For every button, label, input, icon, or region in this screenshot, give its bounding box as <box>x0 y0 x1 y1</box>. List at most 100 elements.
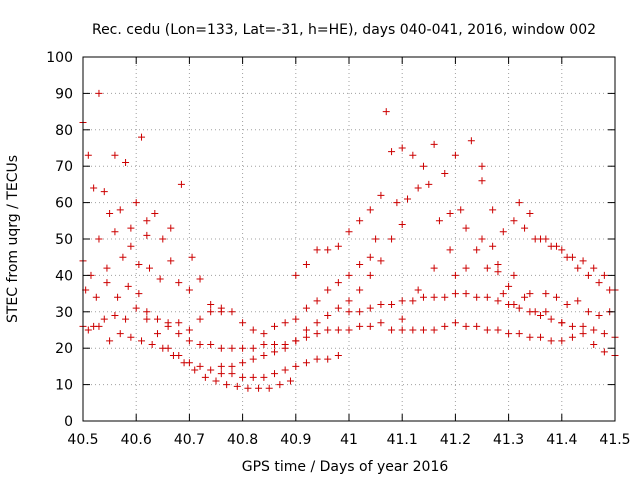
data-point <box>143 315 151 323</box>
series-sat-m <box>372 108 614 294</box>
data-point <box>239 319 247 327</box>
data-point <box>106 210 114 218</box>
data-point <box>595 311 603 319</box>
data-point <box>462 322 470 330</box>
data-point <box>579 257 587 265</box>
data-point <box>156 275 164 283</box>
data-point <box>138 133 146 141</box>
data-point <box>324 246 332 254</box>
x-axis-label: GPS time / Days of year 2016 <box>242 459 449 475</box>
data-point <box>579 322 587 330</box>
data-point <box>568 333 576 341</box>
data-point <box>334 351 342 359</box>
data-point <box>244 384 252 392</box>
y-tick-label: 90 <box>55 86 73 102</box>
data-point <box>441 293 449 301</box>
data-point <box>537 333 545 341</box>
x-tick-label: 41.5 <box>599 432 630 448</box>
data-point <box>590 264 598 272</box>
data-point <box>600 271 608 279</box>
data-point <box>515 304 523 312</box>
data-point <box>568 253 576 261</box>
data-point <box>114 293 122 301</box>
data-point <box>103 279 111 287</box>
data-point <box>185 337 193 345</box>
data-point <box>531 308 539 316</box>
data-point <box>116 330 124 338</box>
data-point <box>138 337 146 345</box>
data-point <box>233 382 241 390</box>
data-point <box>563 301 571 309</box>
data-point <box>446 246 454 254</box>
data-point <box>366 253 374 261</box>
data-point <box>122 159 130 167</box>
data-point <box>127 242 135 250</box>
data-point <box>366 304 374 312</box>
data-point <box>292 271 300 279</box>
data-point <box>430 293 438 301</box>
series-sat-p <box>398 224 566 327</box>
data-point <box>135 290 143 298</box>
y-tick-label: 10 <box>55 378 73 394</box>
data-point <box>409 297 417 305</box>
data-point <box>249 355 257 363</box>
data-point <box>271 341 279 349</box>
data-point <box>451 290 459 298</box>
data-point <box>153 315 161 323</box>
data-point <box>84 326 92 334</box>
y-tick-label: 100 <box>46 50 73 66</box>
data-point <box>473 322 481 330</box>
data-point <box>510 271 518 279</box>
data-point <box>366 322 374 330</box>
data-point <box>451 271 459 279</box>
data-point <box>382 108 390 116</box>
y-tick-label: 30 <box>55 305 73 321</box>
data-point <box>505 282 513 290</box>
series-sat-j <box>292 140 459 279</box>
data-point <box>260 373 268 381</box>
x-tick-label: 40.7 <box>174 432 205 448</box>
data-point <box>483 264 491 272</box>
data-point <box>249 373 257 381</box>
data-point <box>600 330 608 338</box>
data-point <box>409 151 417 159</box>
data-point <box>388 235 396 243</box>
data-point <box>584 271 592 279</box>
data-point <box>260 351 268 359</box>
data-point <box>255 384 263 392</box>
data-point <box>547 315 555 323</box>
data-point <box>90 184 98 192</box>
data-point <box>239 359 247 367</box>
y-tick-label: 80 <box>55 123 73 139</box>
data-point <box>292 362 300 370</box>
data-point <box>271 322 279 330</box>
grid-lines <box>83 57 615 421</box>
series-sat-o <box>478 162 614 319</box>
data-point <box>143 217 151 225</box>
data-point <box>483 293 491 301</box>
data-point <box>324 355 332 363</box>
data-point <box>159 235 167 243</box>
data-point <box>292 315 300 323</box>
data-point <box>558 319 566 327</box>
data-point <box>521 224 529 232</box>
data-point <box>398 297 406 305</box>
data-point <box>334 279 342 287</box>
y-tick-label: 70 <box>55 159 73 175</box>
data-point <box>430 264 438 272</box>
data-point <box>228 362 236 370</box>
data-point <box>286 377 294 385</box>
data-point <box>377 319 385 327</box>
data-point <box>164 322 172 330</box>
data-point <box>462 224 470 232</box>
data-point <box>201 373 209 381</box>
series-sat-f <box>143 308 342 381</box>
data-point <box>377 301 385 309</box>
data-point <box>590 341 598 349</box>
data-point <box>547 242 555 250</box>
data-point <box>526 333 534 341</box>
data-point <box>425 180 433 188</box>
data-point <box>276 381 284 389</box>
data-point <box>185 286 193 294</box>
data-point <box>526 290 534 298</box>
